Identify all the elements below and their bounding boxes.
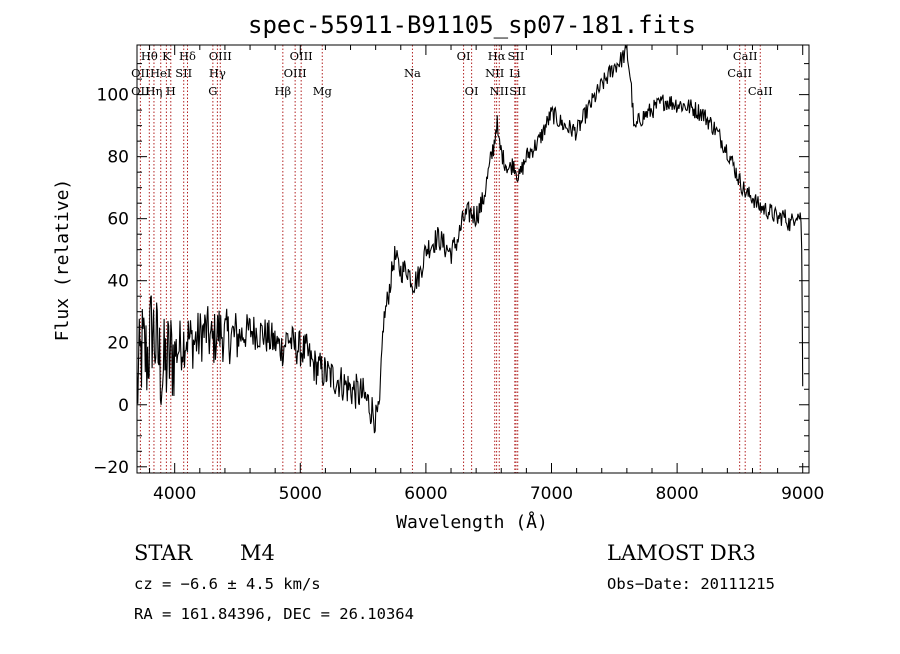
spectral-line-label: SII <box>175 66 192 80</box>
spectral-line-label: Hβ <box>274 84 291 98</box>
y-axis-label: Flux (relative) <box>52 179 73 342</box>
spectral-line-label: Mg <box>313 84 333 98</box>
spectral-line-label: HeI <box>150 66 171 80</box>
spectral-line-label: OIII <box>284 66 307 80</box>
spectral-line-label: CaII <box>748 84 773 98</box>
y-tick-label: −20 <box>93 458 129 478</box>
spectral-line-label: Na <box>404 66 421 80</box>
y-tick-label: 60 <box>107 210 129 230</box>
spectral-line-label: H <box>166 84 176 98</box>
y-tick-label: 100 <box>97 86 129 106</box>
spectral-line-markers <box>139 45 761 473</box>
spectral-line-label: OIII <box>209 49 232 63</box>
spectral-line-label: CaII <box>733 49 758 63</box>
object-class: STAR <box>134 541 193 565</box>
spectral-line-label: CaII <box>727 66 752 80</box>
x-tick-label: 5000 <box>279 484 322 504</box>
survey-name: LAMOST DR3 <box>607 541 756 565</box>
x-tick-label: 7000 <box>530 484 573 504</box>
spectral-line-label: Hη <box>145 84 162 98</box>
plot-frame <box>136 44 810 474</box>
x-axis-label: Wavelength (Å) <box>396 511 548 533</box>
x-tick-label: 8000 <box>655 484 698 504</box>
spectral-line-label: NII <box>490 84 509 98</box>
object-subclass: M4 <box>240 541 275 565</box>
spectral-line-label: SII <box>507 49 524 63</box>
redshift-cz: cz = −6.6 ± 4.5 km/s <box>134 575 321 593</box>
sky-coordinates: RA = 161.84396, DEC = 26.10364 <box>134 605 414 623</box>
axis-ticks: 4000 5000 6000 7000 8000 9000 −20 0 20 40 60 80 100 <box>93 45 824 504</box>
x-tick-label: 9000 <box>781 484 824 504</box>
spectral-line-label: Li <box>509 66 521 80</box>
x-tick-label: 4000 <box>153 484 196 504</box>
spectrum-series-line <box>136 44 804 434</box>
spectral-line-label: G <box>208 84 217 98</box>
spectral-line-label: Hθ <box>141 49 158 63</box>
spectral-line-label: OIII <box>290 49 313 63</box>
spectral-line-label: OI <box>457 49 471 63</box>
spectral-line-label: Hα <box>488 49 506 63</box>
y-tick-label: 80 <box>107 148 129 168</box>
spectral-line-label: Hγ <box>209 66 226 80</box>
spectral-line-label: OI <box>465 84 479 98</box>
observation-date: Obs−Date: 20111215 <box>607 575 775 593</box>
y-tick-label: 40 <box>107 272 129 292</box>
spectral-line-label: K <box>162 49 171 63</box>
chart-title: spec-55911-B91105_sp07-181.fits <box>248 11 696 39</box>
spectral-line-label: Hδ <box>179 49 196 63</box>
x-tick-label: 6000 <box>404 484 447 504</box>
spectral-line-label: NII <box>485 66 504 80</box>
y-tick-label: 20 <box>107 334 129 354</box>
spectral-line-label: OII <box>131 66 150 80</box>
spectral-line-label: SII <box>509 84 526 98</box>
y-tick-label: 0 <box>118 396 129 416</box>
